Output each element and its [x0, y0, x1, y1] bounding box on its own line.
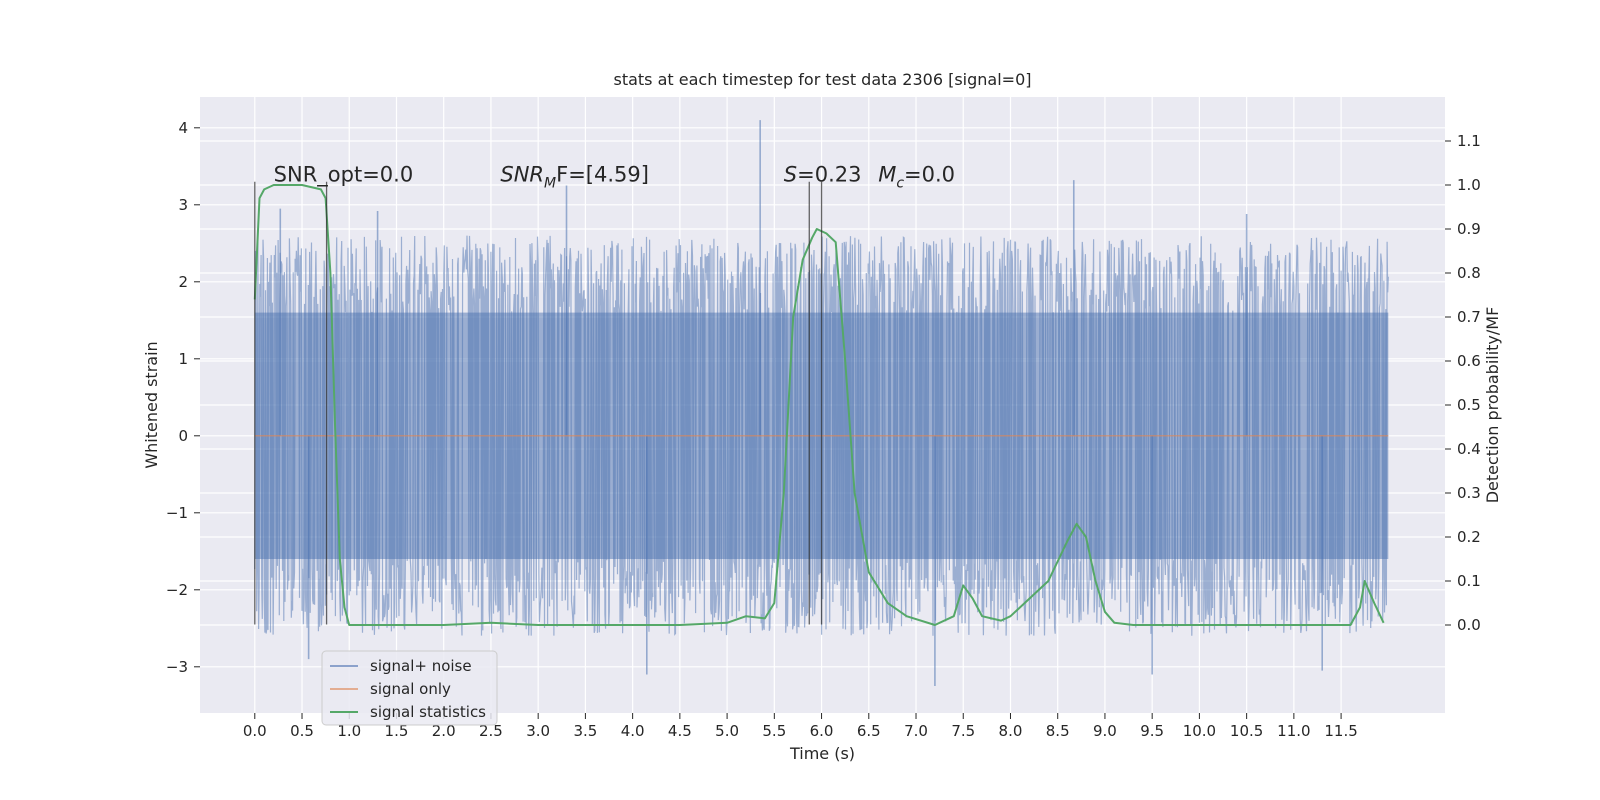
x-tick-label: 5.5 [762, 722, 786, 740]
y-axis-ticks: 4 3 2 1 0 −1 −2 −3 [166, 119, 200, 676]
x-tick-label: 10.5 [1230, 722, 1263, 740]
x-tick-label: 3.5 [573, 722, 597, 740]
x-tick-label: 11.0 [1277, 722, 1310, 740]
x-tick-label: 4.5 [668, 722, 692, 740]
right-y-tick-label: 0.8 [1457, 264, 1481, 282]
legend-box [321, 650, 498, 726]
legend-label: signal only [370, 680, 451, 698]
x-tick-label: 1.0 [337, 722, 361, 740]
x-tick-label: 6.0 [810, 722, 834, 740]
x-tick-label: 1.5 [385, 722, 409, 740]
y-tick-label: 4 [178, 119, 188, 137]
annotation: Mc=0.0 [878, 163, 955, 192]
x-tick-label: 4.0 [621, 722, 645, 740]
x-tick-label: 9.5 [1140, 722, 1164, 740]
x-tick-label: 5.0 [715, 722, 739, 740]
chart-title: stats at each timestep for test data 230… [613, 70, 1031, 89]
y-tick-label: 3 [178, 196, 188, 214]
statistics-line [253, 184, 1385, 626]
x-tick-label: 2.0 [432, 722, 456, 740]
right-y-axis-label: Detection probability/MF [1483, 307, 1502, 504]
x-tick-label: 0.0 [243, 722, 267, 740]
noise-trace [254, 235, 1389, 636]
series-signal-statistics [253, 184, 1385, 626]
x-tick-label: 2.5 [479, 722, 503, 740]
x-tick-label: 8.5 [1046, 722, 1070, 740]
vertical-markers [254, 181, 823, 625]
y-axis-label: Whitened strain [142, 341, 161, 468]
x-axis-label: Time (s) [789, 744, 855, 763]
x-tick-label: 10.0 [1183, 722, 1216, 740]
right-y-tick-label: 0.6 [1457, 352, 1481, 370]
annotation: SNRMF=[4.59] [500, 163, 649, 192]
right-y-tick-label: 1.0 [1457, 176, 1481, 194]
x-tick-label: 0.5 [290, 722, 314, 740]
right-y-tick-label: 0.9 [1457, 220, 1481, 238]
legend-label: signal+ noise [370, 657, 472, 675]
y-tick-label: −2 [166, 581, 188, 599]
y-tick-label: 0 [178, 427, 188, 445]
x-tick-label: 3.0 [526, 722, 550, 740]
x-axis-ticks: 0.0 0.5 1.0 1.5 2.0 2.5 3.0 3.5 4.0 4.5 5.0 5.5 6.0 6… [243, 713, 1358, 740]
x-tick-label: 9.0 [1093, 722, 1117, 740]
y-tick-label: 2 [178, 273, 188, 291]
x-tick-label: 11.5 [1324, 722, 1357, 740]
right-y-tick-label: 1.1 [1457, 132, 1481, 150]
right-y-tick-label: 0.1 [1457, 572, 1481, 590]
y-tick-label: −1 [166, 504, 188, 522]
right-y-tick-label: 0.5 [1457, 396, 1481, 414]
right-y-tick-label: 0.3 [1457, 484, 1481, 502]
right-y-tick-label: 0.4 [1457, 440, 1481, 458]
legend-label: signal statistics [370, 703, 486, 721]
y-tick-label: 1 [178, 350, 188, 368]
right-y-tick-label: 0.2 [1457, 528, 1481, 546]
x-tick-label: 7.5 [951, 722, 975, 740]
y-tick-label: −3 [166, 658, 188, 676]
x-tick-label: 7.0 [904, 722, 928, 740]
annotation: SNR_opt=0.0 [274, 163, 414, 188]
x-tick-label: 6.5 [857, 722, 881, 740]
annotations: SNR_opt=0.0 SNRMF=[4.59] S=0.23 Mc=0.0 [274, 163, 955, 192]
right-y-tick-label: 0.0 [1457, 616, 1481, 634]
x-tick-label: 8.0 [999, 722, 1023, 740]
right-y-axis-ticks: 1.1 1.0 0.9 0.8 0.7 0.6 0.5 0.4 0.3 0.2 0.1 0.0 [1445, 132, 1481, 634]
legend: signal+ noise signal only signal statistic… [321, 650, 498, 726]
right-y-tick-label: 0.7 [1457, 308, 1481, 326]
annotation: S=0.23 [784, 163, 862, 187]
